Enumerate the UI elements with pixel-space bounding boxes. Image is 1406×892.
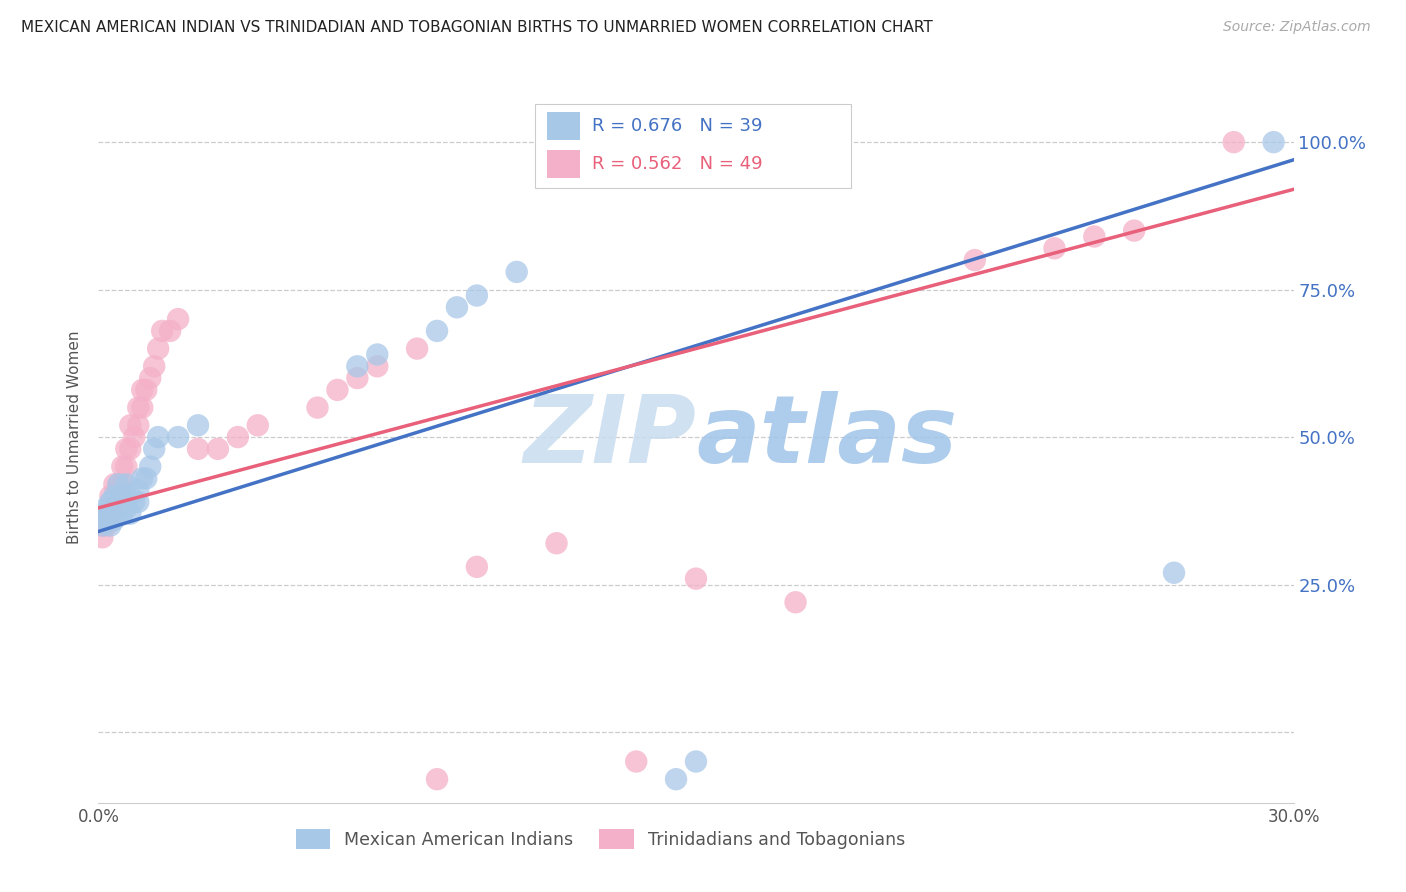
- Point: [246, 418, 269, 433]
- Point: [1163, 566, 1185, 580]
- Text: MEXICAN AMERICAN INDIAN VS TRINIDADIAN AND TOBAGONIAN BIRTHS TO UNMARRIED WOMEN : MEXICAN AMERICAN INDIAN VS TRINIDADIAN A…: [21, 20, 932, 35]
- Point: [131, 401, 153, 415]
- Point: [406, 342, 429, 356]
- Point: [1263, 135, 1285, 149]
- Point: [963, 253, 986, 268]
- Point: [91, 518, 114, 533]
- FancyBboxPatch shape: [547, 112, 581, 140]
- Text: R = 0.562   N = 49: R = 0.562 N = 49: [592, 155, 762, 173]
- Point: [127, 418, 149, 433]
- Point: [326, 383, 349, 397]
- Point: [139, 371, 162, 385]
- Text: R = 0.676   N = 39: R = 0.676 N = 39: [592, 117, 762, 136]
- Point: [135, 471, 157, 485]
- Point: [685, 755, 707, 769]
- Point: [103, 477, 125, 491]
- Point: [148, 430, 170, 444]
- Point: [626, 755, 648, 769]
- Point: [1083, 229, 1105, 244]
- Point: [465, 288, 488, 302]
- Point: [107, 489, 129, 503]
- Point: [111, 507, 134, 521]
- Point: [148, 342, 170, 356]
- Point: [103, 489, 125, 503]
- Point: [346, 359, 368, 374]
- Point: [124, 495, 146, 509]
- Point: [127, 495, 149, 509]
- Point: [107, 489, 129, 503]
- Point: [96, 507, 118, 521]
- Point: [665, 772, 688, 787]
- Point: [98, 518, 122, 533]
- Point: [91, 507, 114, 521]
- Point: [115, 442, 138, 456]
- Point: [1223, 135, 1246, 149]
- Point: [366, 359, 388, 374]
- Point: [139, 459, 162, 474]
- Point: [96, 518, 118, 533]
- Point: [131, 383, 153, 397]
- Point: [127, 401, 149, 415]
- Point: [107, 477, 129, 491]
- Point: [346, 371, 368, 385]
- Point: [1043, 241, 1066, 255]
- Point: [96, 513, 118, 527]
- Point: [115, 459, 138, 474]
- Point: [120, 442, 142, 456]
- Point: [506, 265, 529, 279]
- Point: [446, 301, 468, 315]
- Point: [111, 489, 134, 503]
- Point: [98, 495, 122, 509]
- Point: [98, 500, 122, 515]
- Point: [143, 359, 166, 374]
- Point: [167, 312, 190, 326]
- Point: [187, 442, 209, 456]
- Point: [103, 500, 125, 515]
- Point: [150, 324, 173, 338]
- Legend: Mexican American Indians, Trinidadians and Tobagonians: Mexican American Indians, Trinidadians a…: [288, 822, 912, 856]
- Point: [685, 572, 707, 586]
- Point: [426, 772, 449, 787]
- Point: [159, 324, 181, 338]
- Point: [1123, 224, 1146, 238]
- Point: [207, 442, 229, 456]
- Point: [111, 477, 134, 491]
- Point: [103, 513, 125, 527]
- Point: [426, 324, 449, 338]
- Point: [187, 418, 209, 433]
- Point: [120, 489, 142, 503]
- Point: [127, 483, 149, 498]
- Point: [115, 477, 138, 491]
- Point: [107, 477, 129, 491]
- Text: Source: ZipAtlas.com: Source: ZipAtlas.com: [1223, 20, 1371, 34]
- Y-axis label: Births to Unmarried Women: Births to Unmarried Women: [67, 330, 83, 544]
- Point: [98, 513, 122, 527]
- Point: [546, 536, 568, 550]
- Point: [120, 418, 142, 433]
- Point: [366, 347, 388, 361]
- Point: [135, 383, 157, 397]
- Point: [111, 459, 134, 474]
- Point: [143, 442, 166, 456]
- Point: [96, 500, 118, 515]
- Point: [107, 500, 129, 515]
- Text: ZIP: ZIP: [523, 391, 696, 483]
- Point: [120, 507, 142, 521]
- Point: [785, 595, 807, 609]
- Point: [167, 430, 190, 444]
- FancyBboxPatch shape: [534, 104, 852, 188]
- Point: [124, 430, 146, 444]
- Point: [307, 401, 329, 415]
- Point: [115, 500, 138, 515]
- Point: [91, 530, 114, 544]
- Point: [226, 430, 249, 444]
- Point: [103, 500, 125, 515]
- Text: atlas: atlas: [696, 391, 957, 483]
- Point: [98, 507, 122, 521]
- Point: [98, 489, 122, 503]
- Point: [91, 518, 114, 533]
- Point: [465, 559, 488, 574]
- FancyBboxPatch shape: [547, 151, 581, 178]
- Point: [131, 471, 153, 485]
